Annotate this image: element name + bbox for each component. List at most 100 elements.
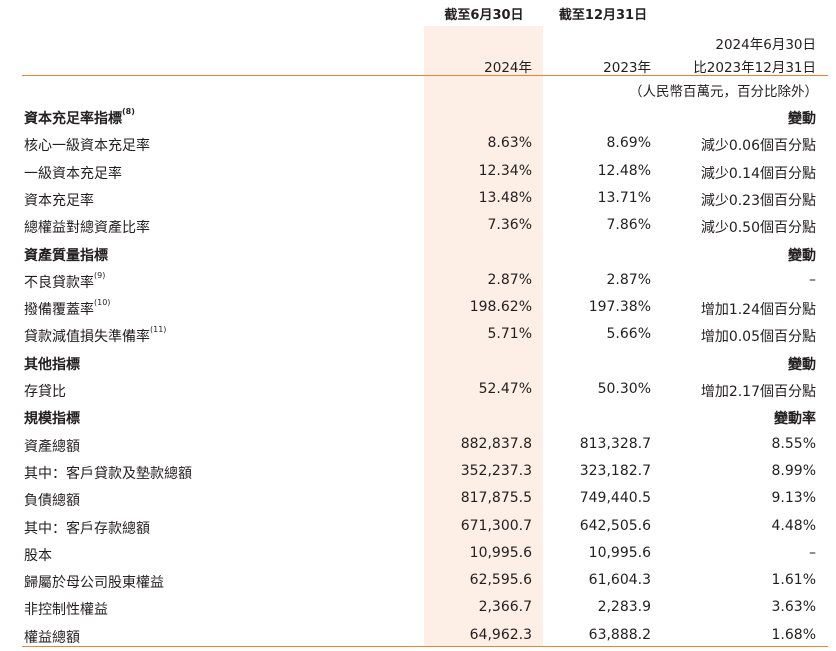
section-title: 規模指標 (24, 411, 80, 428)
table-row: 撥備覆蓋率(10) 198.62% 197.38% 增加1.24個百分點 (0, 294, 836, 321)
value-2023: 642,505.6 (579, 517, 651, 534)
value-2023: 5.66% (606, 326, 651, 343)
value-2023: 13.71% (597, 189, 651, 206)
value-2023: 2.87% (606, 271, 651, 288)
table-row: 權益總額 64,962.3 63,888.2 1.68% (0, 622, 836, 649)
table-row: 非控制性權益 2,366.7 2,283.9 3.63% (0, 594, 836, 621)
row-label: 歸屬於母公司股東權益 (24, 575, 164, 592)
section-title: 資產質量指標 (24, 247, 108, 264)
value-2023: 12.48% (597, 162, 651, 179)
row-label: 其中：客戶貸款及墊款總額 (24, 465, 192, 482)
row-label: 撥備覆蓋率(10) (24, 298, 111, 319)
change-value: 減少0.06個百分點 (700, 138, 816, 155)
value-2024: 2,366.7 (478, 599, 532, 616)
change-value: 增加1.24個百分點 (700, 302, 816, 319)
footnote-marker: (11) (150, 325, 167, 335)
change-value: 增加0.05個百分點 (700, 329, 816, 346)
row-label: 貸款減值損失準備率(11) (24, 325, 167, 346)
value-2024: 5.71% (487, 326, 532, 343)
footnote-marker: (10) (94, 298, 111, 308)
col2-year-header: 2023年 (603, 60, 651, 76)
change-value: 8.99% (771, 462, 816, 479)
change-column-header: 變動 (788, 247, 816, 264)
row-label: 一級資本充足率 (24, 165, 122, 182)
change-value: 1.61% (771, 572, 816, 589)
value-2024: 12.34% (478, 162, 532, 179)
value-2023: 63,888.2 (588, 626, 651, 643)
col1-year-header: 2024年 (484, 60, 532, 76)
value-2023: 749,440.5 (579, 490, 651, 507)
value-2023: 2,283.9 (597, 599, 651, 616)
section-header: 資產質量指標 變動 (0, 240, 836, 267)
row-label: 權益總額 (24, 629, 80, 646)
change-value: 9.13% (771, 490, 816, 507)
value-2024: 198.62% (469, 299, 532, 316)
current-period-highlight (424, 26, 543, 646)
change-value: 減少0.14個百分點 (700, 165, 816, 182)
section-header: 資本充足率指標(8) 變動 (0, 103, 836, 130)
value-2023: 323,182.7 (579, 462, 651, 479)
row-label: 存貸比 (24, 384, 66, 400)
value-2023: 197.38% (588, 299, 651, 316)
value-2024: 352,237.3 (460, 462, 532, 479)
row-label: 資產總額 (24, 438, 80, 455)
table-row: 總權益對總資產比率 7.36% 7.86% 減少0.50個百分點 (0, 212, 836, 239)
table-row: 股本 10,995.6 10,995.6 – (0, 540, 836, 567)
table-row: 一級資本充足率 12.34% 12.48% 減少0.14個百分點 (0, 158, 836, 185)
row-label: 其中：客戶存款總額 (24, 520, 150, 537)
row-label: 不良貸款率(9) (24, 270, 106, 291)
row-label: 負債總額 (24, 493, 80, 510)
change-value: 4.48% (771, 517, 816, 534)
row-label: 股本 (24, 547, 52, 564)
value-2023: 61,604.3 (588, 572, 651, 589)
change-value: – (809, 544, 816, 561)
change-column-header: 變動 (788, 356, 816, 373)
value-2024: 671,300.7 (460, 517, 532, 534)
col3-header-line2: 比2023年12月31日 (693, 60, 816, 76)
value-2023: 10,995.6 (588, 544, 651, 561)
section-header: 其他指標 變動 (0, 349, 836, 376)
change-value: 3.63% (771, 599, 816, 616)
change-value: 1.68% (771, 626, 816, 643)
value-2024: 882,837.8 (460, 435, 532, 452)
value-2024: 52.47% (478, 381, 532, 397)
header-divider (22, 75, 828, 76)
value-2023: 8.69% (606, 135, 651, 152)
col1-period-header: 截至6月30日 (444, 8, 524, 23)
table-row: 歸屬於母公司股東權益 62,595.6 61,604.3 1.61% (0, 567, 836, 594)
table-row: 其中：客戶存款總額 671,300.7 642,505.6 4.48% (0, 513, 836, 540)
value-2024: 817,875.5 (460, 490, 532, 507)
change-value: 減少0.23個百分點 (700, 192, 816, 209)
table-row: 資產總額 882,837.8 813,328.7 8.55% (0, 431, 836, 458)
value-2024: 62,595.6 (469, 572, 532, 589)
table-row: 資本充足率 13.48% 13.71% 減少0.23個百分點 (0, 185, 836, 212)
value-2023: 813,328.7 (579, 435, 651, 452)
change-value: 減少0.50個百分點 (700, 220, 816, 237)
col3-header-line1: 2024年6月30日 (715, 37, 816, 53)
table-row: 負債總額 817,875.5 749,440.5 9.13% (0, 485, 836, 512)
table-row: 貸款減值損失準備率(11) 5.71% 5.66% 增加0.05個百分點 (0, 321, 836, 348)
value-2024: 7.36% (487, 217, 532, 234)
footnote-marker: (9) (94, 270, 106, 280)
value-2023: 50.30% (597, 381, 651, 397)
change-column-header: 變動 (788, 111, 816, 127)
col2-period-header: 截至12月31日 (558, 8, 648, 23)
row-label: 非控制性權益 (24, 602, 108, 619)
value-2024: 8.63% (487, 135, 532, 152)
table-row: 其中：客戶貸款及墊款總額 352,237.3 323,182.7 8.99% (0, 458, 836, 485)
row-label: 總權益對總資產比率 (24, 220, 150, 237)
change-value: 8.55% (771, 435, 816, 452)
footnote-marker: (8) (122, 107, 135, 116)
value-2024: 64,962.3 (469, 626, 532, 643)
change-column-header: 變動率 (774, 411, 816, 428)
row-label: 資本充足率 (24, 192, 94, 209)
section-title: 其他指標 (24, 356, 80, 373)
section-header: 規模指標 變動率 (0, 403, 836, 430)
value-2023: 7.86% (606, 217, 651, 234)
table-row: 核心一級資本充足率 8.63% 8.69% 減少0.06個百分點 (0, 130, 836, 157)
value-2024: 2.87% (487, 271, 532, 288)
change-value: 增加2.17個百分點 (700, 384, 816, 400)
table-row: 存貸比 52.47% 50.30% 增加2.17個百分點 (0, 376, 836, 403)
row-label: 核心一級資本充足率 (24, 138, 150, 155)
section-title: 資本充足率指標(8) (24, 107, 135, 127)
